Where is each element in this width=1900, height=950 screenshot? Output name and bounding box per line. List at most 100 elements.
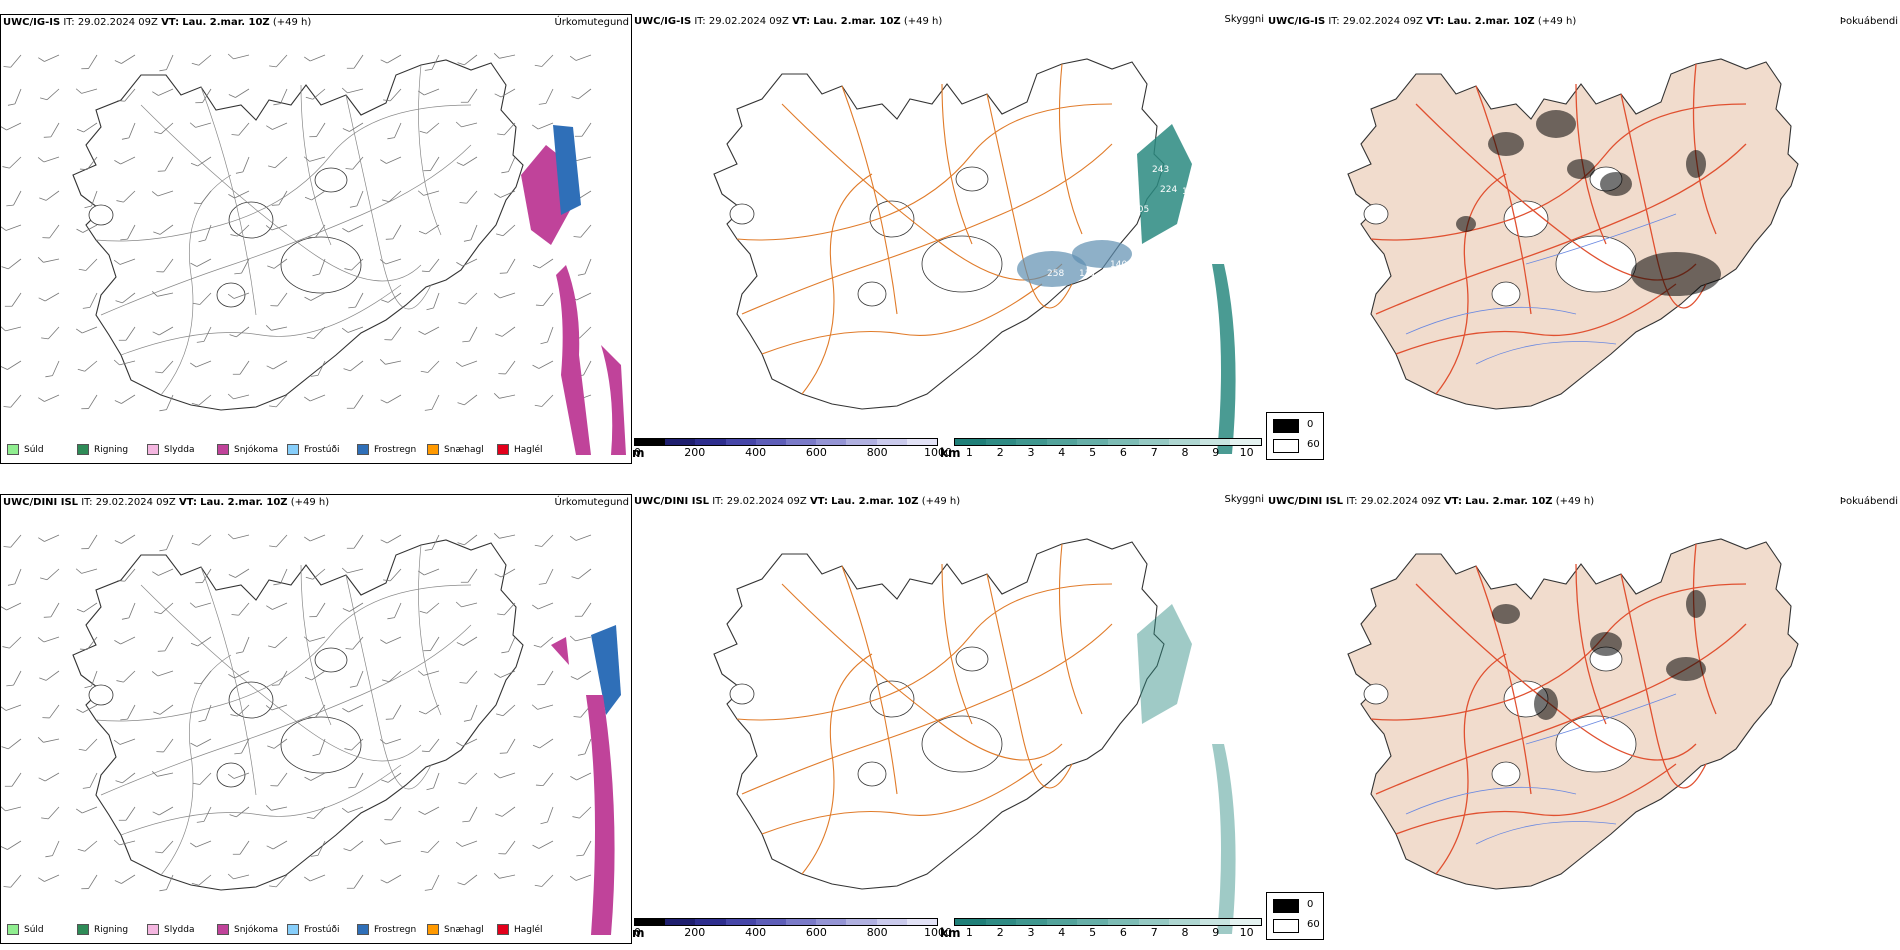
wind-barb (42, 704, 60, 719)
wind-barb (195, 88, 212, 104)
wind-barb (37, 737, 60, 743)
road (345, 94, 432, 310)
colorbar-tick: 800 (866, 446, 888, 459)
legend-item: Haglél (497, 924, 543, 935)
wind-barb (458, 772, 478, 785)
road (95, 584, 472, 722)
visibility-label: 17 (1182, 187, 1193, 197)
wind-barb (1, 805, 22, 812)
wind-barb (418, 224, 440, 235)
river (1525, 213, 1677, 265)
colorbar-tick: 2 (996, 926, 1004, 939)
wind-barb (381, 772, 402, 783)
colorbar-tick: 8 (1181, 926, 1189, 939)
colorbar-tick: 1000 (924, 446, 952, 459)
wind-barb (270, 292, 288, 307)
wind-barb (379, 738, 402, 745)
wind-barb (198, 224, 212, 243)
river (1405, 306, 1577, 335)
low-visibility-band (1212, 744, 1236, 934)
iceland-coastline (72, 59, 524, 411)
wind-barb (267, 738, 288, 749)
wind-barb (42, 224, 60, 239)
glacier-outline (1555, 235, 1637, 293)
wind-barb (193, 670, 212, 685)
legend-swatch (287, 444, 299, 455)
road (120, 284, 402, 356)
wind-barb (460, 88, 478, 103)
road (1620, 93, 1707, 309)
legend-swatch (427, 924, 439, 935)
wind-barb (4, 772, 22, 787)
wind-barb (156, 258, 174, 273)
wind-barb (306, 326, 326, 339)
wind-barb (457, 54, 478, 66)
wind-barb (303, 394, 326, 402)
legend-label: Frostúði (304, 444, 340, 455)
glacier-outline (921, 235, 1003, 293)
wind-barb (534, 394, 554, 407)
legend-item: Rigning (77, 444, 128, 455)
wind-barb (190, 738, 212, 747)
wind-barb (462, 806, 478, 823)
wind-barb (159, 534, 174, 552)
wind-barb (303, 636, 326, 642)
wind-barb (3, 54, 22, 68)
wind-barb (455, 601, 478, 608)
wind-barb (304, 292, 326, 301)
wind-barb (151, 291, 174, 297)
wind-barb (159, 54, 174, 72)
wind-barb (538, 568, 554, 585)
wind-barb (310, 840, 326, 857)
legend-swatch (287, 924, 299, 935)
legend-item: Súld (7, 444, 44, 455)
legend-label: Snjókoma (234, 444, 279, 455)
wind-barb (76, 602, 98, 613)
colorbar-tick: 4 (1058, 926, 1066, 939)
wind-barb (309, 602, 326, 618)
road (1395, 763, 1677, 835)
wind-barb (384, 326, 402, 341)
wind-barb (457, 394, 478, 406)
road (1370, 103, 1747, 241)
wind-barb (1, 704, 22, 711)
wind-barb (343, 360, 364, 372)
wind-barb (496, 704, 516, 717)
wind-barb (493, 53, 516, 59)
road (741, 143, 1113, 315)
wind-barb (229, 326, 250, 338)
wind-barb (571, 568, 592, 580)
wind-barb (37, 636, 60, 643)
fog-map (1347, 538, 1799, 890)
wind-barb (341, 87, 364, 94)
wind-barb (38, 874, 60, 882)
wind-barb (537, 670, 554, 686)
panel-title: Úrkomutegund (554, 17, 629, 28)
wind-barb (232, 840, 250, 855)
wind-barb (227, 533, 250, 540)
visibility-label: 258 (1047, 269, 1064, 279)
wind-barb (348, 772, 364, 789)
colorbar-tick: 5 (1089, 926, 1097, 939)
wind-barb (114, 534, 136, 544)
fog-area (1536, 110, 1576, 138)
road (1575, 563, 1607, 725)
wind-barb (499, 258, 516, 274)
wind-barb (457, 534, 478, 546)
wind-barb (231, 122, 250, 136)
wind-barb (346, 534, 364, 549)
wind-barb (196, 326, 212, 343)
precip-map (1, 53, 626, 455)
wind-barb (342, 224, 364, 233)
wind-barb (190, 636, 212, 647)
wind-barb (305, 88, 326, 100)
wind-barb (189, 840, 212, 848)
colorbar-tick: 1 (965, 446, 973, 459)
wind-barb (154, 602, 174, 615)
road (418, 64, 442, 236)
wind-barb (384, 806, 402, 821)
wind-barb (227, 292, 250, 299)
wind-barb (456, 738, 478, 747)
wind-barb (191, 874, 212, 886)
fog-map (1347, 58, 1799, 410)
